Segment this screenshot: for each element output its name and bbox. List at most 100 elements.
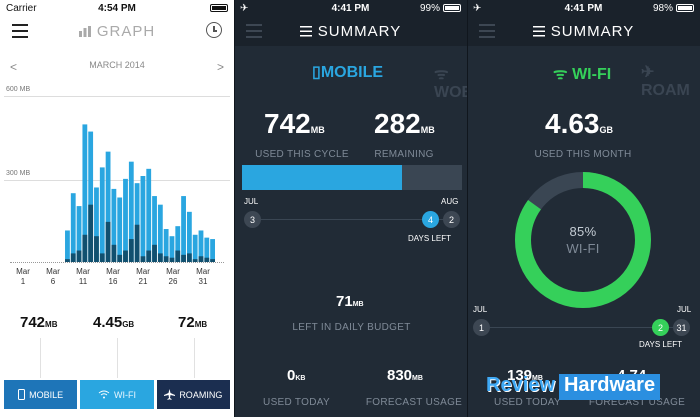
- used-caption: USED THIS MONTH: [534, 149, 632, 160]
- month-selector: < MARCH 2014 >: [0, 60, 234, 76]
- bar-overlay: [123, 250, 128, 262]
- page-title-text: GRAPH: [96, 22, 156, 40]
- used-value: 742MB: [264, 108, 325, 140]
- page-title-text: SUMMARY: [550, 22, 635, 40]
- status-time: 4:54 PM: [98, 2, 136, 14]
- bar-total: [70, 193, 76, 262]
- carousel-item-next[interactable]: ✈ROAM: [641, 62, 700, 100]
- usage-progress-bar: [242, 165, 462, 190]
- airplane-icon: ✈: [473, 2, 482, 14]
- bar-total: [210, 239, 215, 262]
- bar-overlay: [82, 234, 88, 262]
- bar-total: [163, 229, 169, 262]
- status-time: 4:41 PM: [564, 2, 603, 14]
- tab-wifi[interactable]: WI-FI: [80, 380, 154, 409]
- used-today-caption: USED TODAY: [263, 397, 330, 408]
- bar-overlay: [94, 236, 99, 262]
- carousel-item-active[interactable]: ᯤ WI-FI: [553, 62, 611, 84]
- status-bar: ✈ 4:41 PM 98%: [467, 0, 700, 16]
- y-axis-label-mid: 300 MB: [6, 170, 31, 177]
- x-tick-label: Mar 26: [166, 267, 180, 286]
- graph-screen: Carrier 4:54 PM GRAPH < MARCH 2014 > 600…: [0, 0, 234, 417]
- today-number: 0: [287, 367, 296, 384]
- x-tick-label: Mar 21: [136, 267, 150, 286]
- page-title: SUMMARY: [299, 22, 402, 40]
- bar-overlay: [128, 239, 134, 262]
- bar-total: [175, 226, 181, 262]
- bar-total: [198, 230, 204, 262]
- wifi-icon: ᯤ: [434, 66, 449, 83]
- bar-overlay: [65, 259, 70, 262]
- next-month-button[interactable]: >: [216, 60, 224, 74]
- usage-progress-fill: [242, 165, 402, 190]
- x-tick-label: Mar 11: [76, 267, 90, 286]
- budget-number: 71: [336, 293, 353, 310]
- gridline-mid: [4, 180, 230, 181]
- bar-total: [204, 237, 210, 262]
- timeline-current-day: 4: [422, 211, 439, 228]
- tab-bar: MOBILE WI-FI ROAMING: [0, 380, 234, 411]
- bar-total: [99, 167, 105, 262]
- tab-mobile[interactable]: MOBILE: [4, 380, 78, 409]
- carousel-item-next[interactable]: ᯤWOBILE: [434, 62, 467, 102]
- carousel-label: WOBILE: [434, 84, 467, 101]
- x-tick-label: Mar 16: [106, 267, 120, 286]
- bar-total: [76, 206, 82, 262]
- timeline-days-left: 2: [443, 211, 460, 228]
- tab-roaming[interactable]: ROAMING: [156, 380, 230, 409]
- timeline-start-day: 3: [244, 211, 261, 228]
- stat-unit: GB: [122, 320, 135, 329]
- stat-divider: [194, 338, 195, 378]
- x-tick-label: Mar 1: [16, 267, 30, 286]
- summary-icon: [299, 25, 312, 36]
- bar-overlay: [210, 259, 215, 262]
- page-title-text: SUMMARY: [317, 22, 402, 40]
- carousel-item-active[interactable]: ▯MOBILE: [312, 62, 383, 82]
- nav-bar: GRAPH: [0, 16, 234, 46]
- prev-month-button[interactable]: <: [10, 60, 18, 74]
- menu-icon[interactable]: [246, 24, 262, 38]
- stat-divider: [40, 338, 41, 378]
- donut-arc: [515, 172, 651, 308]
- stat-value: 72: [178, 314, 195, 331]
- plane-icon: ✈: [641, 64, 655, 81]
- bar-total: [88, 131, 94, 262]
- bar-overlay: [204, 257, 210, 262]
- battery-icon: [676, 4, 694, 12]
- network-carousel[interactable]: ᯤ WI-FI ✈ROAM: [467, 62, 700, 99]
- x-axis-line: [10, 262, 224, 263]
- used-number: 742: [264, 108, 311, 139]
- phone-icon: [18, 389, 26, 400]
- days-left-label: DAYS LEFT: [408, 234, 451, 243]
- x-tick-label: Mar 31: [196, 267, 210, 286]
- stat-wifi: 4.45GB: [93, 314, 134, 331]
- used-today-value: 0KB: [287, 367, 305, 384]
- bar-total: [146, 168, 152, 262]
- bar-overlay: [186, 253, 192, 262]
- status-time: 4:41 PM: [331, 2, 370, 14]
- watermark: Review Hardware: [486, 374, 661, 400]
- used-unit: GB: [599, 125, 614, 135]
- plane-icon: [164, 389, 176, 400]
- stat-value: 742: [20, 314, 46, 331]
- menu-icon[interactable]: [479, 24, 495, 38]
- stat-value: 4.45: [93, 314, 123, 331]
- clock-icon[interactable]: [206, 22, 222, 38]
- status-bar: ✈ 4:41 PM 99%: [234, 0, 467, 16]
- bar-total: [123, 178, 128, 262]
- stat-roaming: 72MB: [178, 314, 207, 331]
- remaining-value: 282MB: [374, 108, 435, 140]
- status-bar: Carrier 4:54 PM: [0, 0, 234, 16]
- tab-label: MOBILE: [29, 389, 64, 400]
- used-unit: MB: [310, 125, 325, 135]
- menu-icon[interactable]: [12, 24, 28, 38]
- forecast-unit: MB: [412, 375, 423, 382]
- timeline-start-day: 1: [473, 319, 490, 336]
- used-number: 4.63: [545, 108, 600, 139]
- network-carousel[interactable]: ▯MOBILE ᯤWOBILE: [234, 62, 467, 101]
- budget-unit: MB: [352, 301, 364, 308]
- bar-overlay: [152, 244, 157, 262]
- used-caption: USED THIS CYCLE: [255, 149, 349, 160]
- nav-bar: SUMMARY: [467, 16, 700, 46]
- bar-overlay: [99, 253, 105, 262]
